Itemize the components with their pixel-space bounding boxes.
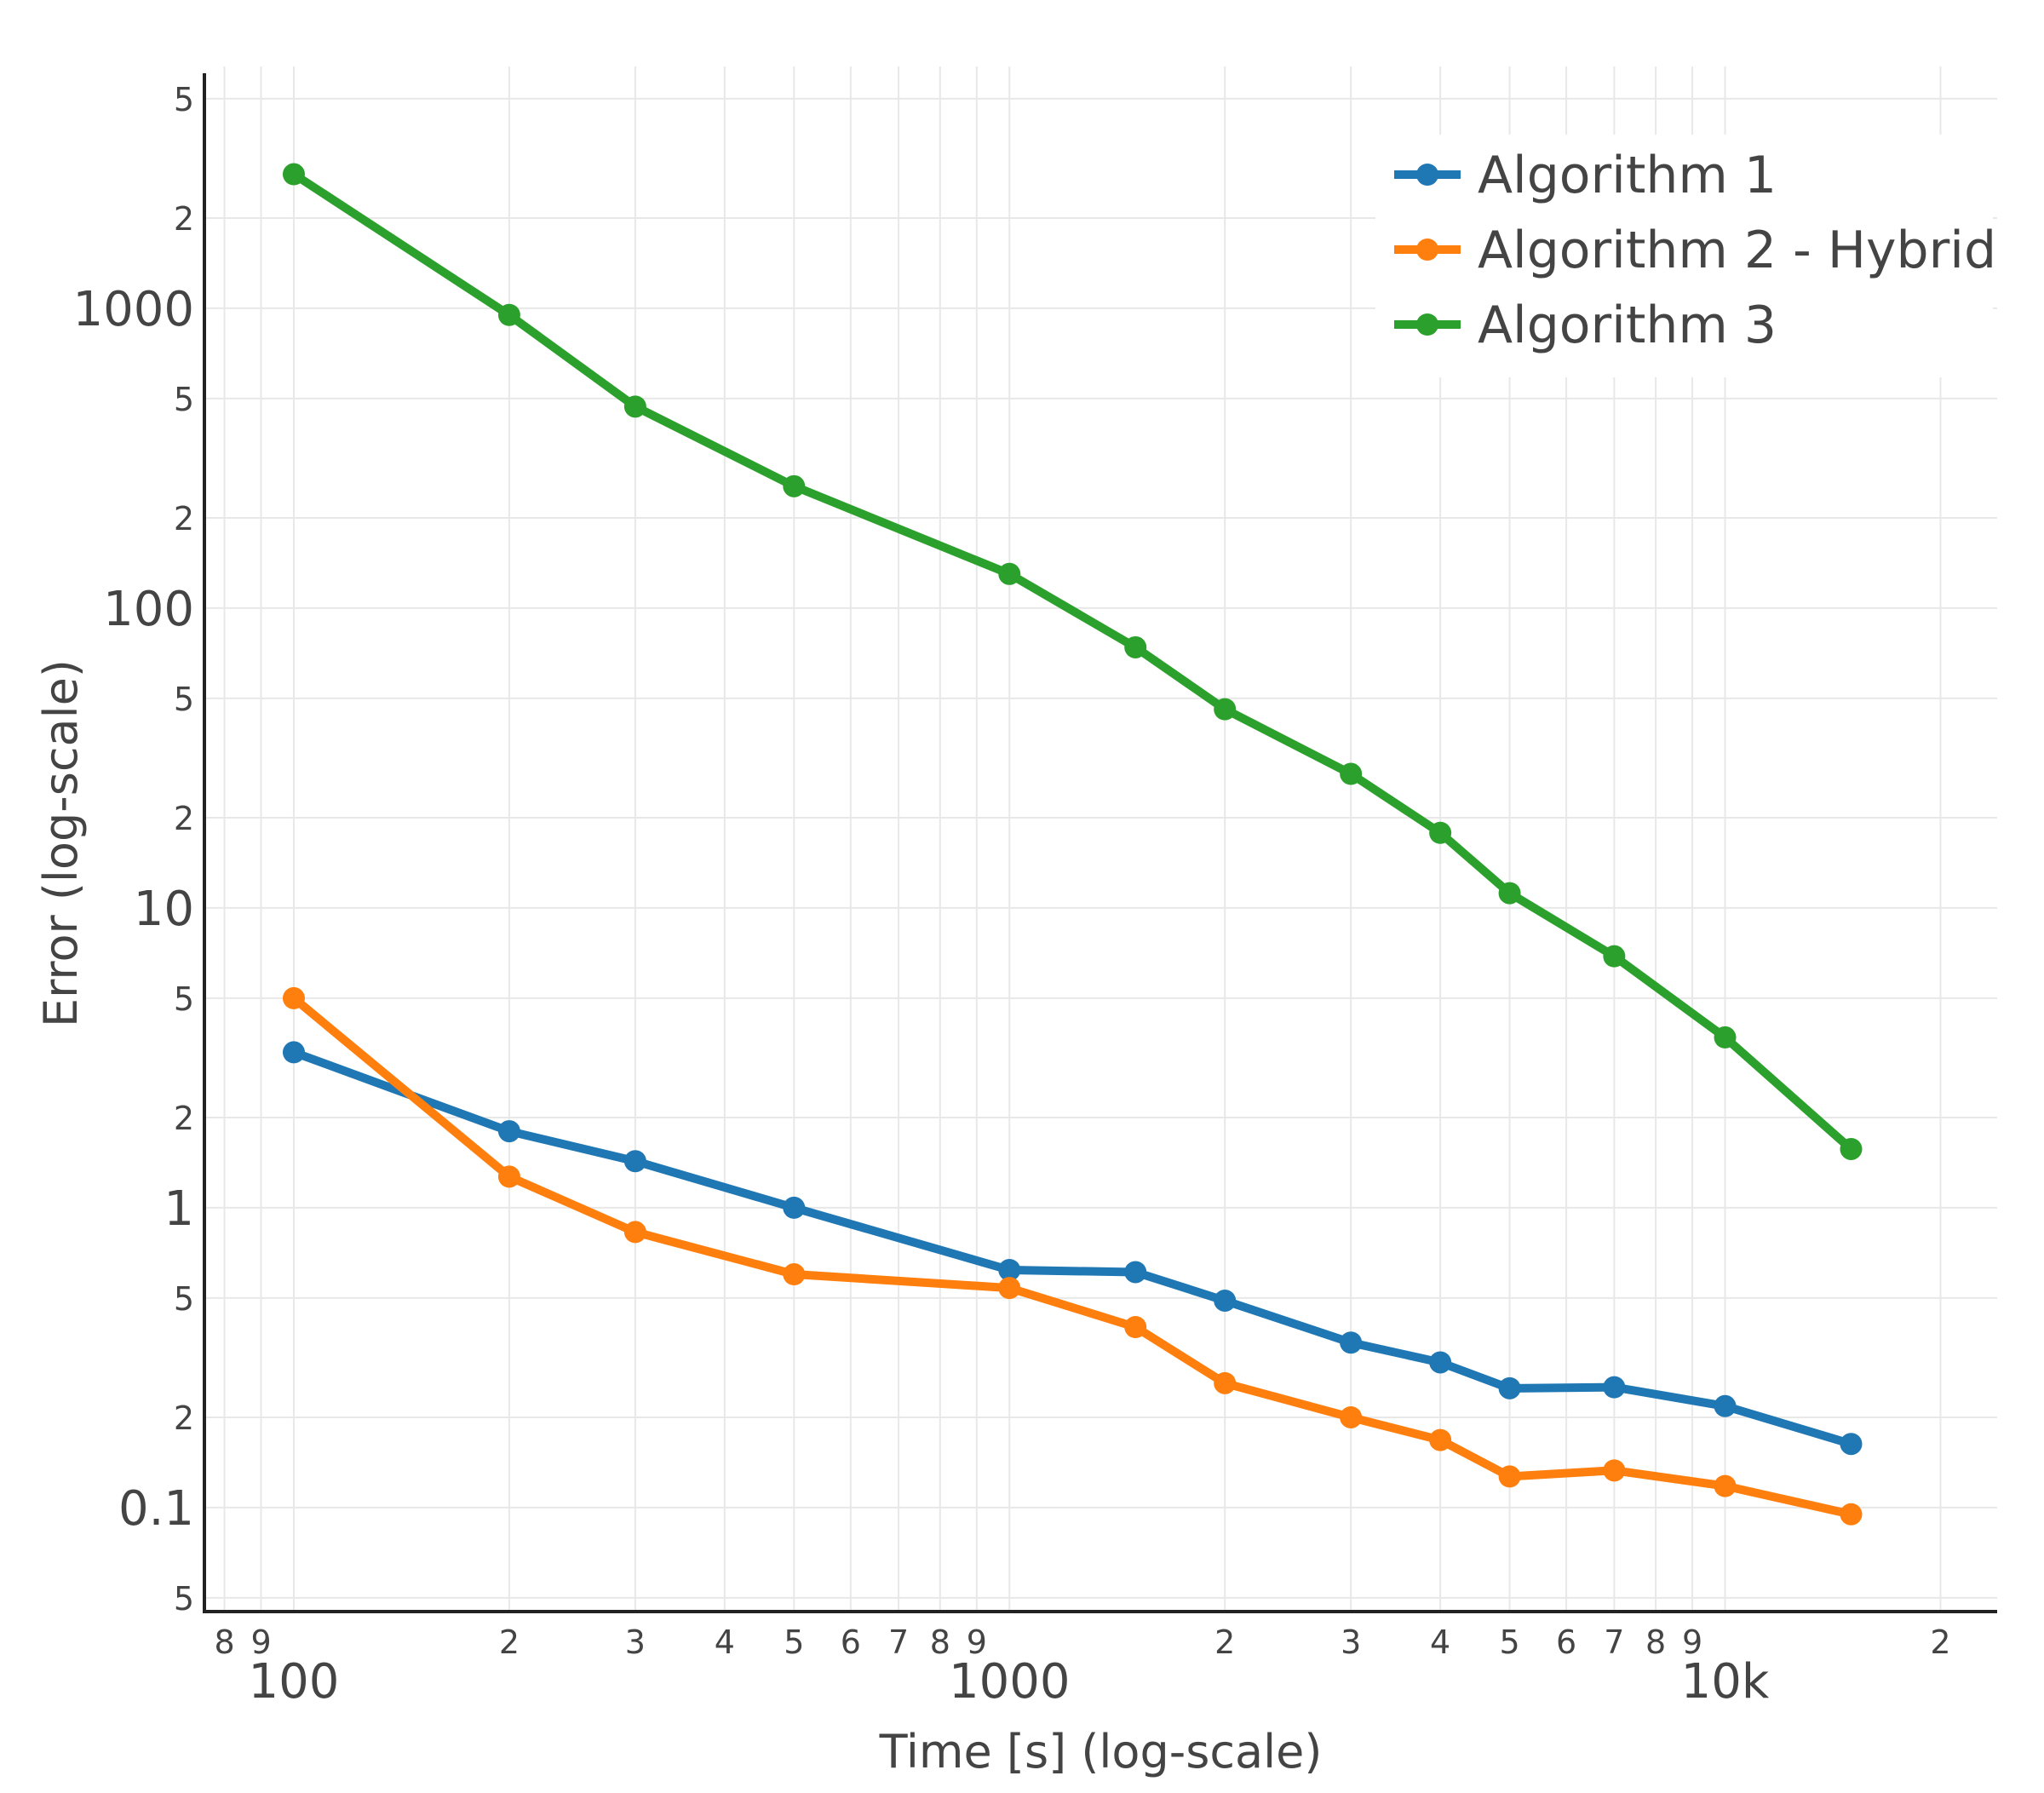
- x-minor-tick-label: 9: [967, 1623, 987, 1661]
- y-minor-tick-label: 2: [174, 1100, 194, 1137]
- data-point: [1603, 1459, 1626, 1482]
- x-major-tick-label: 1000: [949, 1654, 1071, 1710]
- y-minor-tick-label: 2: [174, 800, 194, 837]
- legend-label: Algorithm 1: [1478, 146, 1777, 205]
- data-point: [1124, 1316, 1147, 1339]
- y-major-tick-label: 100: [103, 582, 194, 637]
- data-point: [282, 1041, 305, 1064]
- data-point: [1498, 882, 1521, 905]
- data-point: [1214, 1371, 1237, 1394]
- data-point: [1840, 1503, 1863, 1526]
- x-minor-tick-label: 8: [1645, 1623, 1666, 1661]
- data-point: [1429, 1428, 1452, 1451]
- series-line: [290, 993, 1856, 1519]
- legend: Algorithm 1 Algorithm 2 - Hybrid Algorithm…: [1375, 135, 1996, 377]
- x-minor-tick-label: 4: [1430, 1623, 1450, 1661]
- legend-label: Algorithm 3: [1478, 296, 1777, 355]
- data-point: [497, 1165, 520, 1188]
- x-axis-title: Time [s] (log-scale): [879, 1725, 1323, 1779]
- data-point: [1840, 1433, 1863, 1456]
- x-minor-tick-label: 9: [1682, 1623, 1702, 1661]
- data-point: [623, 395, 646, 418]
- x-minor-tick-label: 3: [625, 1623, 646, 1661]
- data-point: [1124, 635, 1147, 658]
- legend-marker: [1416, 313, 1438, 336]
- x-minor-tick-label: 9: [250, 1623, 271, 1661]
- series-3: [282, 163, 1863, 1160]
- data-point: [783, 1263, 806, 1286]
- data-point: [1840, 1137, 1863, 1160]
- x-minor-tick-label: 2: [1930, 1623, 1950, 1661]
- data-point: [1340, 1331, 1363, 1354]
- x-minor-tick-label: 5: [784, 1623, 804, 1661]
- data-point: [998, 562, 1021, 585]
- y-minor-tick-label: 2: [174, 200, 194, 238]
- data-point: [1340, 762, 1363, 785]
- y-major-tick-label: 10: [134, 882, 194, 937]
- x-minor-tick-label: 8: [930, 1623, 950, 1661]
- y-minor-tick-label: 2: [174, 500, 194, 537]
- data-point: [497, 303, 520, 326]
- data-point: [1498, 1376, 1521, 1399]
- data-point: [282, 986, 305, 1009]
- x-minor-tick-label: 7: [888, 1623, 909, 1661]
- y-minor-tick-label: 5: [174, 381, 194, 418]
- legend-marker: [1416, 164, 1438, 186]
- data-point: [1603, 1376, 1626, 1399]
- x-minor-tick-label: 2: [499, 1623, 520, 1661]
- y-minor-tick-label: 5: [174, 980, 194, 1018]
- x-minor-tick-label: 3: [1341, 1623, 1361, 1661]
- x-minor-tick-label: 6: [1556, 1623, 1576, 1661]
- data-point: [1603, 945, 1626, 968]
- x-minor-tick-label: 2: [1214, 1623, 1235, 1661]
- y-axis-title: Error (log-scale): [34, 659, 88, 1027]
- data-point: [497, 1120, 520, 1143]
- y-minor-tick-label: 5: [174, 81, 194, 118]
- x-minor-tick-label: 7: [1604, 1623, 1624, 1661]
- y-minor-tick-label: 5: [174, 1280, 194, 1318]
- legend-box: [1375, 135, 1993, 377]
- data-point: [998, 1259, 1021, 1282]
- data-point: [623, 1150, 646, 1173]
- x-minor-tick-label: 5: [1499, 1623, 1519, 1661]
- y-minor-tick-label: 5: [174, 681, 194, 718]
- series-layer: [282, 163, 1863, 1526]
- series-1: [282, 1041, 1863, 1456]
- x-minor-tick-label: 8: [214, 1623, 234, 1661]
- data-point: [1429, 1351, 1452, 1374]
- data-point: [282, 163, 305, 186]
- x-major-tick-label: 10k: [1681, 1654, 1770, 1710]
- y-major-tick-label: 0.1: [118, 1481, 194, 1537]
- y-minor-tick-label: 2: [174, 1399, 194, 1437]
- data-point: [1214, 1289, 1237, 1312]
- data-point: [1714, 1394, 1737, 1417]
- data-point: [783, 1196, 806, 1219]
- legend-marker: [1416, 238, 1438, 261]
- data-point: [783, 474, 806, 497]
- data-point: [1340, 1405, 1363, 1428]
- data-point: [998, 1277, 1021, 1300]
- x-major-tick-label: 100: [249, 1654, 340, 1710]
- x-minor-tick-label: 4: [715, 1623, 735, 1661]
- data-point: [1124, 1261, 1147, 1284]
- data-point: [1498, 1465, 1521, 1488]
- y-minor-tick-label: 5: [174, 1580, 194, 1618]
- data-point: [1429, 821, 1452, 844]
- data-point: [1214, 698, 1237, 721]
- legend-label: Algorithm 2 - Hybrid: [1478, 221, 1996, 280]
- y-major-tick-label: 1000: [72, 282, 194, 337]
- y-major-tick-label: 1: [164, 1181, 194, 1237]
- data-point: [1714, 1474, 1737, 1497]
- series-2: [282, 986, 1863, 1526]
- data-point: [623, 1221, 646, 1244]
- data-point: [1714, 1026, 1737, 1049]
- x-minor-tick-label: 6: [841, 1623, 861, 1661]
